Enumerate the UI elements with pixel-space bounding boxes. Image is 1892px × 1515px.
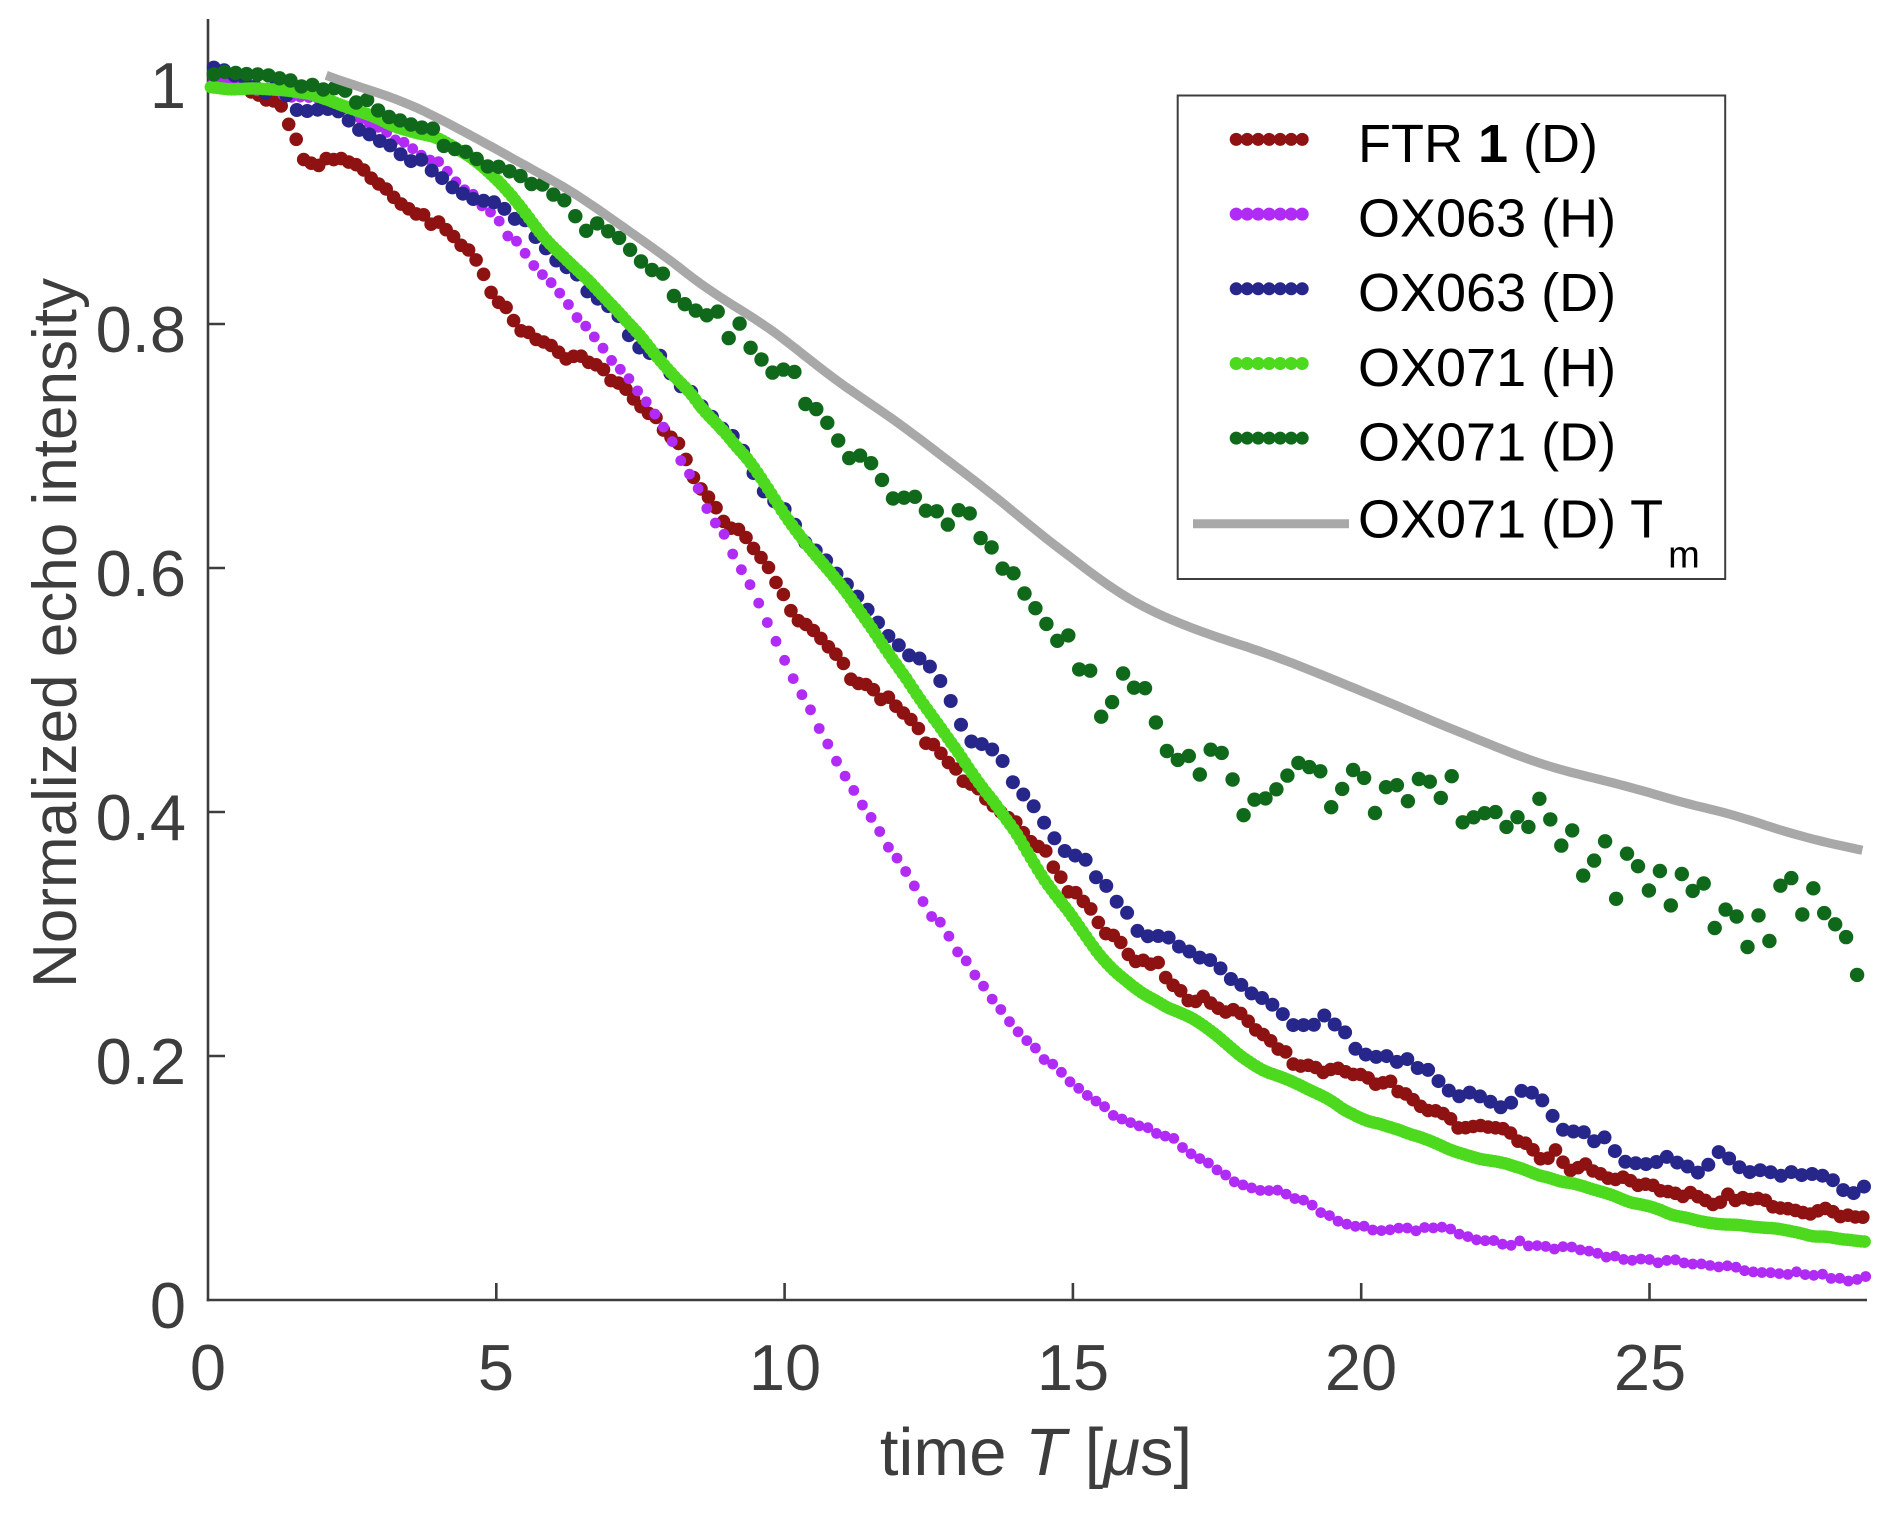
svg-text:OX071 (D): OX071 (D): [1358, 413, 1616, 473]
svg-text:0.6: 0.6: [96, 537, 186, 610]
svg-text:25: 25: [1614, 1331, 1686, 1404]
svg-text:0: 0: [150, 1269, 186, 1342]
svg-text:Normalized echo intensity: Normalized echo intensity: [21, 278, 90, 988]
svg-text:10: 10: [749, 1331, 821, 1404]
svg-text:OX063 (H): OX063 (H): [1358, 189, 1616, 249]
svg-text:0.8: 0.8: [96, 293, 186, 366]
svg-text:time T [μs]: time T [μs]: [880, 1415, 1192, 1490]
svg-text:OX071 (H): OX071 (H): [1358, 338, 1616, 398]
svg-text:FTR 1 (D): FTR 1 (D): [1358, 114, 1598, 174]
svg-text:0: 0: [190, 1331, 226, 1404]
svg-text:OX063 (D): OX063 (D): [1358, 263, 1616, 323]
svg-text:1: 1: [150, 49, 186, 122]
svg-text:20: 20: [1325, 1331, 1397, 1404]
svg-text:0.2: 0.2: [96, 1025, 186, 1098]
svg-text:15: 15: [1037, 1331, 1109, 1404]
svg-text:5: 5: [478, 1331, 514, 1404]
svg-text:0.4: 0.4: [96, 781, 186, 854]
